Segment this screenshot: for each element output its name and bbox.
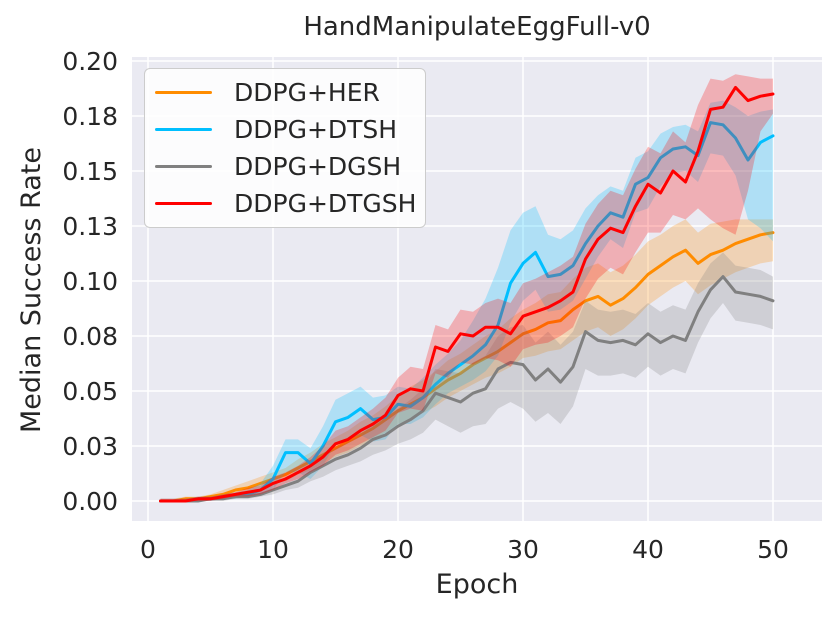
y-tick-label: 0.08 xyxy=(62,322,118,351)
legend-line-swatch-cyan xyxy=(155,127,212,132)
y-axis-label: Median Success Rate xyxy=(16,147,47,433)
legend-label: DDPG+DTGSH xyxy=(234,189,417,218)
series-line xyxy=(159,85,775,503)
x-tick-label: 40 xyxy=(632,535,664,564)
y-tick-label: 0.18 xyxy=(62,102,118,131)
y-tick-label: 0.10 xyxy=(62,267,118,296)
y-tick-label: 0.05 xyxy=(62,377,118,406)
y-tick-label: 0.15 xyxy=(62,157,118,186)
series-line xyxy=(159,231,775,503)
legend-entry-ddpg-dgsh: DDPG+DGSH xyxy=(155,148,425,185)
legend-label: DDPG+HER xyxy=(234,78,380,107)
x-tick-label: 0 xyxy=(140,535,156,564)
legend-entry-ddpg-dtgsh: DDPG+DTGSH xyxy=(155,185,425,222)
legend: DDPG+HER DDPG+DTSH DDPG+DGSH DDPG+DTGSH xyxy=(144,68,426,228)
confidence-band xyxy=(160,252,773,501)
y-tick-label: 0.03 xyxy=(62,432,118,461)
x-tick-label: 30 xyxy=(507,535,539,564)
x-tick-label: 20 xyxy=(382,535,414,564)
confidence-band xyxy=(160,100,773,501)
legend-line-swatch-gray xyxy=(155,164,212,169)
legend-entry-ddpg-dtsh: DDPG+DTSH xyxy=(155,111,425,148)
x-tick-label: 10 xyxy=(257,535,289,564)
legend-label: DDPG+DGSH xyxy=(234,152,402,181)
confidence-band xyxy=(160,74,773,501)
legend-line-swatch-orange xyxy=(155,90,212,95)
x-axis-label: Epoch xyxy=(435,569,519,600)
y-tick-label: 0.00 xyxy=(62,487,118,516)
series-line xyxy=(159,275,775,503)
legend-line-swatch-red xyxy=(155,201,212,206)
y-tick-label: 0.20 xyxy=(62,47,118,76)
chart-title: HandManipulateEggFull-v0 xyxy=(303,12,651,42)
legend-label: DDPG+DTSH xyxy=(234,115,398,144)
legend-entry-ddpg-her: DDPG+HER xyxy=(155,74,425,111)
x-tick-label: 50 xyxy=(757,535,789,564)
y-tick-label: 0.13 xyxy=(62,212,118,241)
